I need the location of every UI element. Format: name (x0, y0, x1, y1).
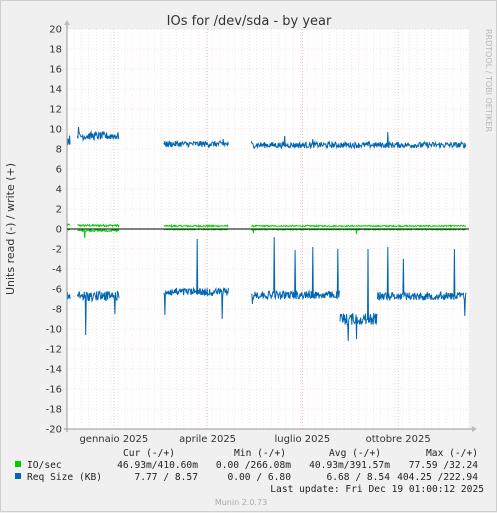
legend-header-cur: Cur (-/+) (123, 448, 175, 459)
series-io-write-line (77, 223, 120, 228)
y-tick-label: 2 (56, 205, 62, 216)
y-tick-label: -6 (52, 285, 62, 296)
legend-swatch-reqsize (15, 473, 21, 479)
legend-header-avg: Avg (-/+) (329, 448, 381, 459)
x-tick-label: aprile 2025 (179, 434, 236, 445)
y-tick-label: -2 (52, 245, 62, 256)
legend-avg-reqsize: 6.68 / 8.54 (326, 472, 390, 483)
series-reqsize-read-line (339, 248, 378, 342)
series-reqsize-write-line (76, 126, 120, 142)
series-reqsize-read-line (251, 236, 341, 305)
y-axis-arrow-icon (64, 20, 70, 25)
series-reqsize-write-line (163, 138, 229, 149)
legend: Cur (-/+) Min (-/+) Avg (-/+) Max (-/+) … (15, 448, 484, 495)
munin-version: Munin 2.0.73 (215, 498, 267, 507)
side-credit: RRDTOOL / TOBI OETIKER (484, 29, 493, 132)
y-axis-label: Units read (-) / write (+) (4, 163, 17, 295)
legend-max-reqsize: 404.25 /222.94 (397, 472, 478, 483)
legend-header-max: Max (-/+) (426, 448, 478, 459)
x-tick-label: gennaio 2025 (79, 434, 148, 445)
y-tick-label: 4 (56, 185, 62, 196)
y-tick-label: -18 (46, 405, 62, 416)
y-tick-label: -8 (52, 305, 62, 316)
y-tick-label: 12 (49, 105, 62, 116)
series-reqsize-read-line (376, 246, 467, 317)
x-tick-label: luglio 2025 (274, 434, 330, 445)
series-io-write-line (163, 223, 229, 228)
legend-avg-io: 40.93m/391.57m (309, 460, 390, 471)
legend-cur-io: 46.93m/410.60m (117, 460, 198, 471)
legend-header-min: Min (-/+) (234, 448, 286, 459)
y-tick-label: -16 (46, 385, 62, 396)
y-tick-label: 14 (49, 85, 62, 96)
y-tick-label: 0 (56, 225, 62, 236)
legend-name-io: IO/sec (27, 460, 62, 471)
legend-max-io: 77.59 /32.24 (409, 460, 479, 471)
y-tick-label: -4 (52, 265, 62, 276)
legend-min-io: 0.00 /266.08m (216, 460, 291, 471)
chart-title: IOs for /dev/sda - by year (167, 14, 332, 29)
last-update: Last update: Fri Dec 19 01:00:12 2025 (270, 484, 484, 495)
series-reqsize-read-line (163, 238, 229, 320)
legend-swatch-io (15, 461, 21, 467)
legend-min-reqsize: 0.00 / 6.80 (227, 472, 291, 483)
x-tick-label: ottobre 2025 (366, 434, 431, 445)
y-tick-label: 10 (49, 125, 62, 136)
series-io-write-line (251, 224, 467, 228)
series-reqsize-write-line (250, 131, 467, 150)
series-reqsize-read-line (76, 289, 120, 336)
y-tick-label: 8 (56, 145, 62, 156)
y-tick-label: -20 (46, 425, 62, 436)
y-tick-label: 20 (49, 25, 62, 36)
legend-cur-reqsize: 7.77 / 8.57 (134, 472, 198, 483)
y-tick-label: 18 (49, 45, 62, 56)
y-tick-label: -14 (46, 365, 62, 376)
x-axis-arrow-icon (472, 426, 477, 432)
y-tick-label: 16 (49, 65, 62, 76)
legend-name-reqsize: Req Size (KB) (27, 472, 102, 483)
y-tick-label: -12 (46, 345, 62, 356)
y-tick-label: -10 (46, 325, 62, 336)
y-tick-label: 6 (56, 165, 62, 176)
